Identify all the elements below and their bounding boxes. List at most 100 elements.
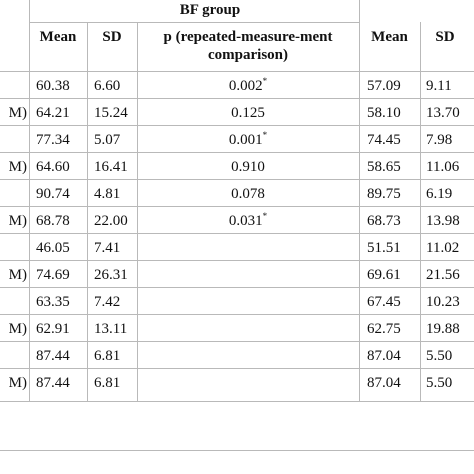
cell-mean: 90.74: [36, 185, 86, 203]
cell-sd2: 9.11: [426, 77, 474, 95]
cell-sd2: 5.50: [426, 374, 474, 392]
cell-sd-text: 13.11: [94, 321, 128, 337]
cell-sd-text: 7.41: [94, 240, 121, 256]
cell-mean-text: 74.69: [36, 267, 70, 283]
row-label-text: M): [8, 213, 27, 229]
significance-mark: *: [262, 211, 268, 221]
cell-mean-text: 46.05: [36, 240, 70, 256]
cell-sd2-text: 13.70: [426, 105, 460, 121]
row-label: M): [0, 104, 27, 122]
cell-mean2: 51.51: [367, 239, 419, 257]
header-sd: SD: [102, 29, 122, 45]
cell-p: 0.002*: [137, 77, 359, 95]
row-label-text: M): [8, 159, 27, 175]
cell-mean2-text: 68.73: [367, 213, 401, 229]
cell-p: 0.031*: [137, 212, 359, 230]
cell-mean-text: 87.44: [36, 348, 70, 364]
cell-mean2-text: 62.75: [367, 321, 401, 337]
cell-sd2: 21.56: [426, 266, 474, 284]
cell-mean-text: 64.60: [36, 159, 70, 175]
group-title: BF group: [179, 2, 241, 18]
cell-mean: 46.05: [36, 239, 86, 257]
cell-mean: 60.38: [36, 77, 86, 95]
cell-mean: 63.35: [36, 293, 86, 311]
row-line: [0, 152, 474, 153]
header-p-line2: comparison): [208, 47, 288, 63]
cell-sd2: 7.98: [426, 131, 474, 149]
cell-mean-text: 63.35: [36, 294, 70, 310]
cell-mean: 77.34: [36, 131, 86, 149]
cell-sd-text: 6.81: [94, 375, 121, 391]
cell-p-text: 0.031: [228, 213, 263, 229]
cell-sd: 6.81: [94, 347, 136, 365]
cell-sd: 6.81: [94, 374, 136, 392]
cell-sd2: 13.70: [426, 104, 474, 122]
cell-p: 0.125: [137, 104, 359, 122]
row-label-text: M): [8, 267, 27, 283]
cell-mean-text: 90.74: [36, 186, 70, 202]
cell-p-text: 0.910: [231, 159, 265, 175]
col-divider-label: [29, 0, 30, 401]
col-divider-group: [359, 0, 360, 401]
cell-p-text: 0.001: [228, 132, 263, 148]
col-divider-sd: [137, 22, 138, 401]
cell-sd2: 13.98: [426, 212, 474, 230]
row-label: M): [0, 158, 27, 176]
cell-sd2-text: 5.50: [426, 348, 453, 364]
cell-sd2-text: 19.88: [426, 321, 460, 337]
cell-sd-text: 6.81: [94, 348, 121, 364]
cell-mean-text: 77.34: [36, 132, 70, 148]
header-mean: Mean: [39, 29, 77, 45]
cell-mean2-text: 51.51: [367, 240, 401, 256]
footer-line: [0, 450, 474, 451]
cell-sd2: 19.88: [426, 320, 474, 338]
row-label-text: M): [8, 105, 27, 121]
header-p-line1: p (repeated-measure-ment: [163, 29, 333, 45]
cell-mean-text: 60.38: [36, 78, 70, 94]
cell-sd: 22.00: [94, 212, 136, 230]
cell-sd: 7.41: [94, 239, 136, 257]
cell-mean-text: 68.78: [36, 213, 70, 229]
row-label-text: M): [8, 375, 27, 391]
cell-mean2: 58.65: [367, 158, 419, 176]
row-label: M): [0, 374, 27, 392]
cell-mean2-text: 74.45: [367, 132, 401, 148]
cell-mean2-text: 87.04: [367, 375, 401, 391]
cell-mean2-text: 89.75: [367, 186, 401, 202]
cell-mean: 87.44: [36, 347, 86, 365]
cell-sd: 5.07: [94, 131, 136, 149]
cell-p: 0.078: [137, 185, 359, 203]
cell-mean2: 68.73: [367, 212, 419, 230]
row-label: M): [0, 212, 27, 230]
significance-mark: *: [262, 76, 268, 86]
row-label-text: M): [8, 321, 27, 337]
cell-mean2: 87.04: [367, 347, 419, 365]
row-label: M): [0, 320, 27, 338]
cell-mean2-text: 57.09: [367, 78, 401, 94]
cell-sd-text: 7.42: [94, 294, 121, 310]
cell-sd: 4.81: [94, 185, 136, 203]
cell-mean2: 74.45: [367, 131, 419, 149]
cell-sd: 15.24: [94, 104, 136, 122]
cell-sd2-text: 21.56: [426, 267, 460, 283]
cell-sd2-text: 11.06: [426, 159, 460, 175]
cell-mean2: 58.10: [367, 104, 419, 122]
cell-sd2-text: 5.50: [426, 375, 453, 391]
header-group-underline: [29, 22, 360, 23]
cell-sd: 13.11: [94, 320, 136, 338]
header-mean2: Mean: [371, 29, 408, 45]
cell-sd: 16.41: [94, 158, 136, 176]
cell-sd2-text: 7.98: [426, 132, 453, 148]
col-divider-sd2: [420, 22, 421, 401]
cell-p-text: 0.002: [228, 78, 263, 94]
col-divider-mean: [87, 22, 88, 401]
cell-sd2: 11.02: [426, 239, 474, 257]
cell-sd-text: 22.00: [94, 213, 128, 229]
cell-mean: 64.21: [36, 104, 86, 122]
cell-sd-text: 15.24: [94, 105, 128, 121]
row-line: [0, 260, 474, 261]
row-line: [0, 98, 474, 99]
cell-mean2-text: 67.45: [367, 294, 401, 310]
cell-mean: 62.91: [36, 320, 86, 338]
significance-mark: *: [262, 130, 268, 140]
